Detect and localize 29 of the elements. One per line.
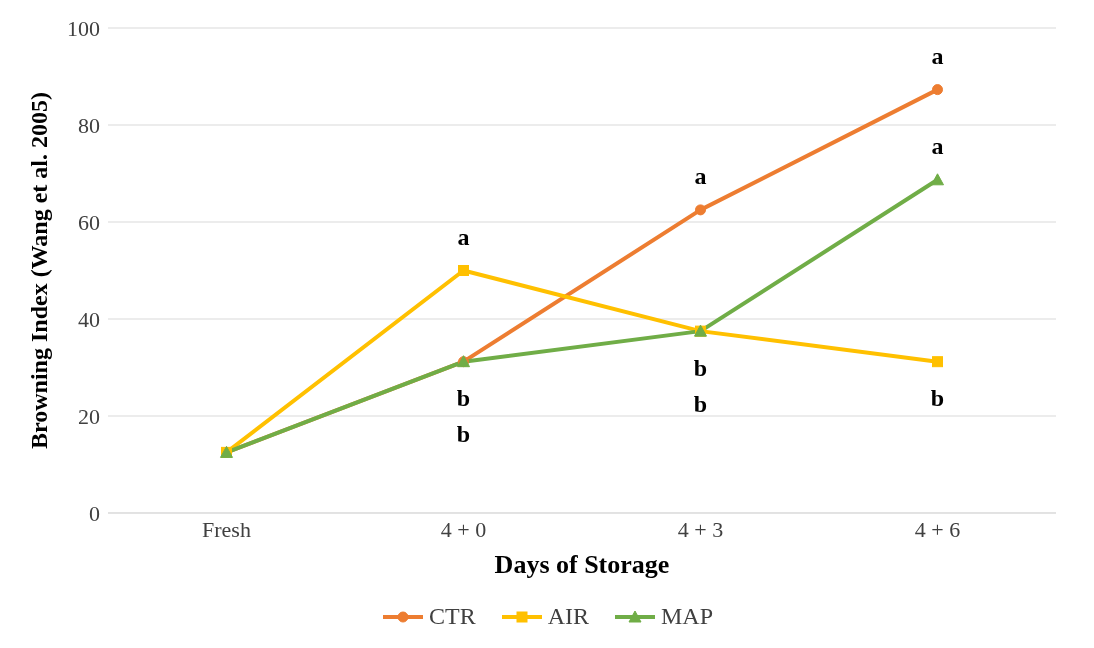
annotation: b bbox=[693, 354, 708, 381]
annotation: a bbox=[931, 133, 944, 160]
x-tick-label: 4 + 6 bbox=[914, 516, 961, 542]
x-axis-title: Days of Storage bbox=[494, 550, 670, 579]
y-tick-label: 0 bbox=[89, 500, 100, 526]
annotation: b bbox=[930, 385, 945, 412]
y-tick-label: 60 bbox=[78, 209, 100, 235]
annotation: b bbox=[456, 385, 471, 412]
annotation: b bbox=[456, 421, 471, 448]
legend-label: AIR bbox=[547, 603, 589, 630]
y-tick-label: 20 bbox=[78, 403, 100, 429]
point bbox=[932, 84, 943, 96]
annotation: a bbox=[457, 224, 470, 251]
y-tick-label: 100 bbox=[67, 15, 100, 41]
point bbox=[695, 204, 706, 216]
x-tick-label: 4 + 3 bbox=[677, 516, 724, 542]
y-tick-label: 80 bbox=[78, 112, 100, 138]
annotation: a bbox=[694, 163, 707, 190]
annotation: a bbox=[931, 43, 944, 70]
legend-label: CTR bbox=[428, 603, 476, 630]
x-tick-label: 4 + 0 bbox=[440, 516, 487, 542]
y-axis-title: Browning Index (Wang et al. 2005) bbox=[25, 92, 52, 449]
x-tick-label: Fresh bbox=[202, 516, 251, 542]
y-tick-label: 40 bbox=[78, 306, 100, 332]
legend-label: MAP bbox=[661, 603, 714, 630]
point bbox=[458, 265, 469, 276]
point bbox=[932, 356, 943, 368]
annotation: b bbox=[693, 390, 708, 417]
point bbox=[931, 173, 944, 186]
